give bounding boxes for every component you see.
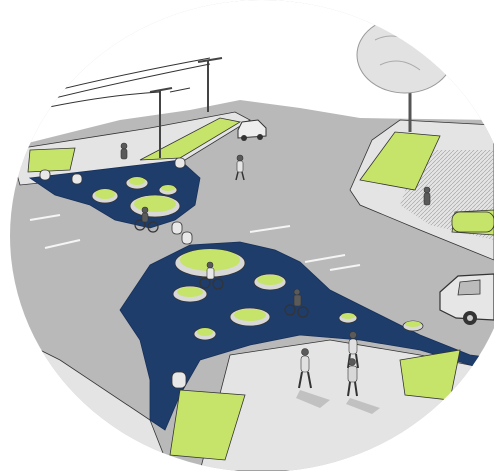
bollards [39, 157, 193, 389]
cyclist-icon [199, 261, 224, 290]
pedestrian-icon [347, 358, 358, 397]
planter-bed-upper-left [139, 117, 242, 161]
planter-bed-lower-left [169, 389, 246, 461]
cyclist-icon [134, 206, 159, 233]
planters-upper [91, 176, 181, 218]
lane-markings [29, 214, 361, 271]
hedge [451, 211, 494, 233]
planter-bed-left [27, 147, 76, 173]
pedestrian-icon [235, 154, 245, 181]
pedestrian-icon [347, 331, 359, 369]
pedestrian-icon [120, 142, 128, 160]
people-group [120, 142, 431, 397]
cyclist-icon [284, 288, 309, 318]
planter-bed-upper-right [359, 131, 441, 191]
pedestrian-icon [298, 348, 312, 389]
plaza-central [119, 241, 494, 431]
cast-shadows [296, 390, 380, 414]
pedestrian-icon [423, 186, 431, 206]
car-icon [237, 119, 267, 141]
car-icon [439, 273, 494, 325]
utility-pole-icon [149, 57, 223, 158]
